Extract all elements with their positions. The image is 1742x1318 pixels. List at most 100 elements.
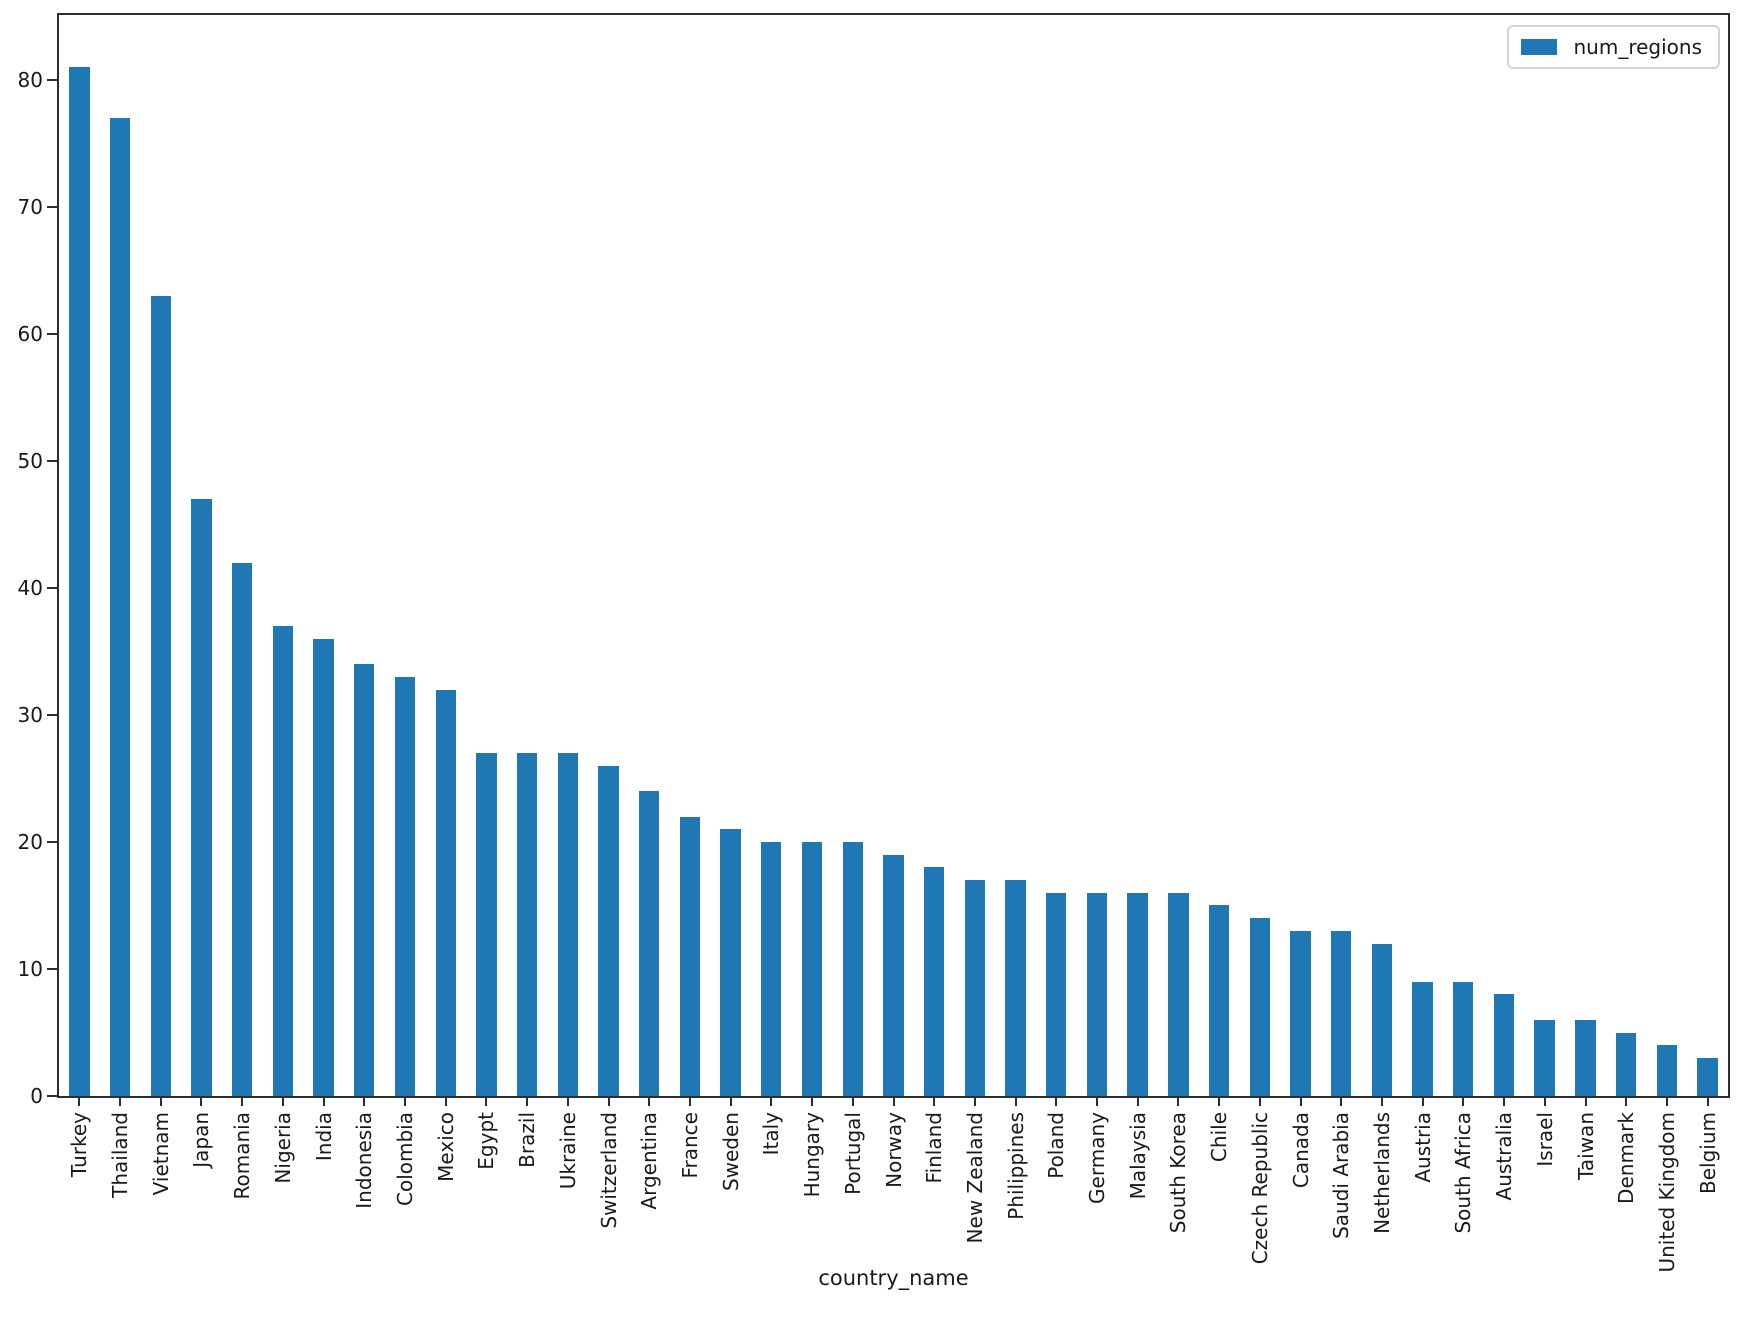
- x-tick-mark: [607, 1096, 610, 1106]
- x-tick-label-brazil: Brazil: [515, 1112, 540, 1168]
- x-tick-label-ukraine: Ukraine: [555, 1112, 580, 1190]
- x-tick-mark: [892, 1096, 895, 1106]
- x-tick-mark: [1543, 1096, 1546, 1106]
- x-tick-mark: [1136, 1096, 1139, 1106]
- bar-france: [679, 816, 701, 1096]
- bars-layer: [59, 15, 1728, 1096]
- bar-austria: [1412, 981, 1433, 1096]
- y-tick-mark: [47, 840, 57, 843]
- bar-slot: [954, 15, 995, 1096]
- x-tick-label-philippines: Philippines: [1003, 1112, 1028, 1220]
- x-tick-label-belgium: Belgium: [1695, 1112, 1720, 1194]
- bar-slot: [1117, 15, 1158, 1096]
- bar-colombia: [394, 676, 416, 1096]
- y-tick-mark: [47, 586, 57, 589]
- bar-italy: [761, 841, 782, 1096]
- x-tick-mark: [1055, 1096, 1058, 1106]
- x-tick-label-argentina: Argentina: [637, 1112, 662, 1210]
- bar-slot: [1280, 15, 1321, 1096]
- y-tick-label: 10: [17, 956, 43, 981]
- bar-united-kingdom: [1656, 1045, 1677, 1096]
- x-tick-label-malaysia: Malaysia: [1125, 1112, 1150, 1200]
- bar-malaysia: [1127, 892, 1148, 1096]
- plot-area: Turkey Thailand Vietnam Japan Romania Nigeria…: [18, 13, 1730, 1273]
- x-tick-label-romania: Romania: [230, 1112, 255, 1200]
- x-tick-label-norway: Norway: [881, 1112, 906, 1188]
- bar-germany: [1086, 892, 1108, 1096]
- bar-slot: [914, 15, 955, 1096]
- x-tick-label-canada: Canada: [1288, 1112, 1313, 1189]
- x-tick-mark: [363, 1096, 366, 1106]
- x-tick-label-finland: Finland: [922, 1112, 947, 1184]
- bar-israel: [1534, 1019, 1555, 1096]
- x-tick-mark: [526, 1096, 529, 1106]
- x-tick-label-japan: Japan: [189, 1112, 214, 1168]
- bar-philippines: [1005, 880, 1026, 1096]
- bar-slot: [222, 15, 263, 1096]
- x-tick-label-germany: Germany: [1085, 1112, 1110, 1204]
- bar-slot: [1199, 15, 1240, 1096]
- bar-hungary: [801, 841, 823, 1096]
- bar-czech-republic: [1249, 918, 1270, 1096]
- legend-label: num_regions: [1573, 35, 1702, 59]
- bar-slot: [1443, 15, 1484, 1096]
- x-tick-mark: [281, 1096, 284, 1106]
- x-tick-mark: [1258, 1096, 1261, 1106]
- bar-slot: [629, 15, 670, 1096]
- x-tick-label-austria: Austria: [1410, 1112, 1435, 1183]
- x-tick-label-chile: Chile: [1207, 1112, 1232, 1163]
- bar-thailand: [109, 117, 131, 1096]
- x-tick-label-india: India: [311, 1112, 336, 1162]
- x-tick-mark: [444, 1096, 447, 1106]
- x-tick-mark: [811, 1096, 814, 1106]
- x-tick-mark: [78, 1096, 81, 1106]
- bar-slot: [710, 15, 751, 1096]
- x-tick-mark: [933, 1096, 936, 1106]
- bar-slot: [995, 15, 1036, 1096]
- bar-japan: [191, 498, 212, 1096]
- x-tick-mark: [688, 1096, 691, 1106]
- bar-slot: [1524, 15, 1565, 1096]
- x-tick-mark: [1299, 1096, 1302, 1106]
- bar-slot: [588, 15, 629, 1096]
- x-tick-label-france: France: [677, 1112, 702, 1179]
- bar-taiwan: [1575, 1019, 1596, 1096]
- x-tick-mark: [1706, 1096, 1709, 1106]
- bar-indonesia: [354, 664, 375, 1096]
- y-tick-mark: [47, 78, 57, 81]
- x-tick-label-netherlands: Netherlands: [1369, 1112, 1394, 1234]
- bar-australia: [1493, 994, 1515, 1096]
- bar-slot: [1036, 15, 1077, 1096]
- bar-nigeria: [272, 626, 294, 1096]
- x-tick-labels: Turkey Thailand Vietnam Japan Romania Nigeria…: [59, 1112, 1728, 1282]
- y-tick-label: 0: [30, 1084, 43, 1108]
- x-tick-label-south-korea: South Korea: [1166, 1112, 1191, 1234]
- x-tick-mark: [1625, 1096, 1628, 1106]
- bar-ukraine: [557, 753, 578, 1096]
- x-tick-mark: [1665, 1096, 1668, 1106]
- bar-chile: [1208, 905, 1230, 1096]
- bar-slot: [1321, 15, 1362, 1096]
- bar-slot: [751, 15, 792, 1096]
- bar-slot: [1646, 15, 1687, 1096]
- x-tick-label-mexico: Mexico: [433, 1112, 458, 1182]
- bar-switzerland: [598, 765, 619, 1096]
- x-tick-label-hungary: Hungary: [800, 1112, 825, 1198]
- x-tick-label-czech-republic: Czech Republic: [1247, 1112, 1272, 1265]
- x-tick-label-taiwan: Taiwan: [1573, 1112, 1598, 1181]
- bar-turkey: [69, 67, 90, 1096]
- bar-portugal: [842, 841, 863, 1096]
- bar-egypt: [476, 753, 497, 1096]
- bar-slot: [1687, 15, 1728, 1096]
- bar-slot: [263, 15, 304, 1096]
- bar-canada: [1290, 930, 1311, 1096]
- x-tick-label-poland: Poland: [1044, 1112, 1069, 1179]
- x-tick-mark: [119, 1096, 122, 1106]
- x-tick-mark: [1096, 1096, 1099, 1106]
- bar-denmark: [1615, 1032, 1637, 1096]
- y-tick-label: 20: [17, 829, 43, 854]
- y-tick-label: 50: [17, 448, 43, 473]
- bar-saudi-arabia: [1330, 930, 1352, 1096]
- bar-sweden: [720, 829, 741, 1096]
